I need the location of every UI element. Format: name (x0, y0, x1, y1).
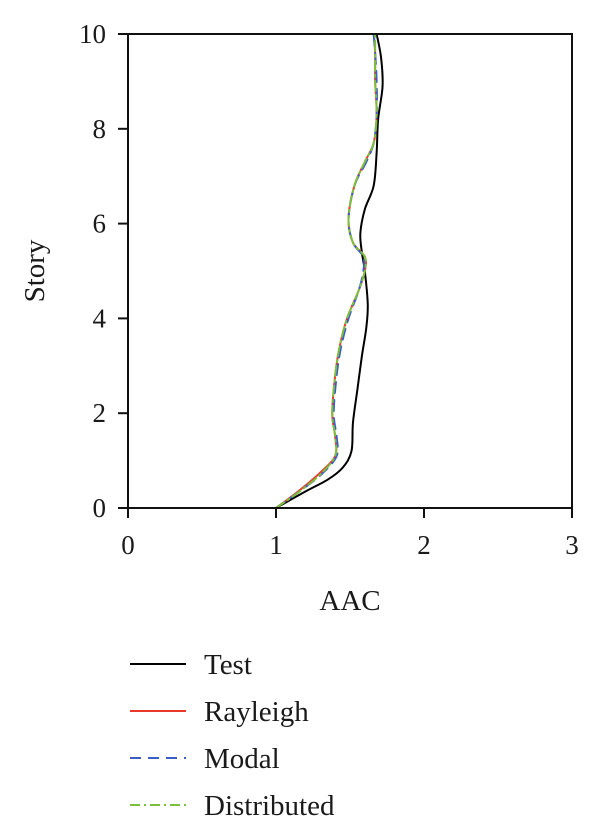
series-line-test (275, 33, 384, 509)
x-tick-label: 1 (269, 530, 283, 560)
y-tick-label: 4 (93, 303, 107, 333)
y-axis-label: Story (19, 239, 51, 302)
axes: 0 1 2 3 0 2 4 6 8 10 AAC Story (19, 19, 579, 617)
series-line-rayleigh (275, 33, 378, 509)
x-tick-label: 3 (565, 530, 579, 560)
series-line-modal (275, 33, 378, 509)
y-tick-label: 10 (79, 19, 106, 49)
x-axis-label: AAC (319, 585, 380, 617)
plot-area (275, 33, 384, 509)
y-tick-label: 8 (93, 114, 107, 144)
x-tick-label: 2 (417, 530, 431, 560)
y-tick-label: 0 (93, 493, 107, 523)
y-tick-label: 6 (93, 209, 107, 239)
legend-label-modal: Modal (204, 743, 280, 775)
legend-label-rayleigh: Rayleigh (204, 696, 309, 728)
legend-label-test: Test (204, 649, 252, 681)
series-line-distributed (275, 33, 378, 509)
y-tick-label: 2 (93, 398, 107, 428)
plot-frame (127, 33, 573, 509)
legend-label-distributed: Distributed (204, 790, 335, 822)
legend: Test Rayleigh Modal Distributed (130, 649, 335, 822)
x-tick-label: 0 (121, 530, 135, 560)
